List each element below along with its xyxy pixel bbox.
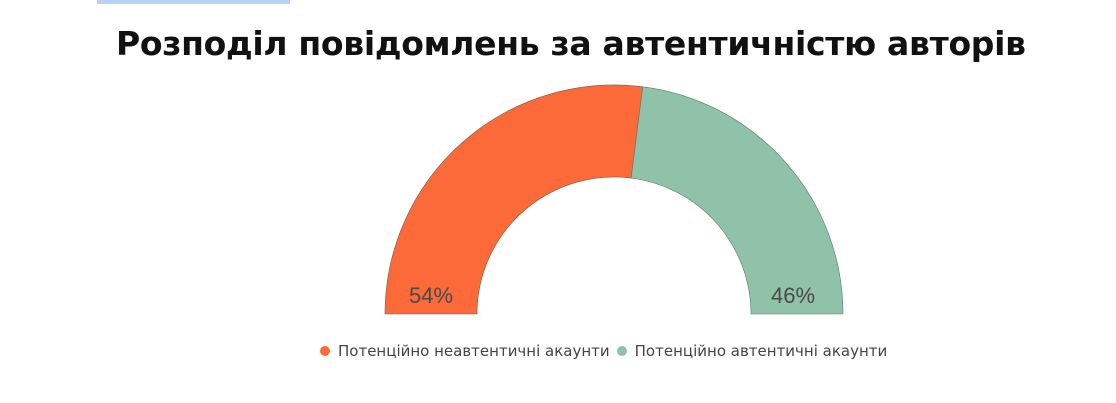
legend-dot-icon — [320, 346, 330, 356]
segment-label-authentic: 46% — [771, 283, 816, 308]
segment-inauthentic[interactable] — [384, 84, 644, 315]
top-accent-bar — [97, 0, 290, 4]
chart-legend: Потенційно неавтентичні акаунти Потенцій… — [320, 342, 894, 360]
legend-label: Потенційно автентичні акаунти — [634, 342, 888, 360]
segment-authentic[interactable] — [630, 86, 844, 315]
legend-label: Потенційно неавтентичні акаунти — [338, 342, 610, 360]
segment-label-inauthentic: 54% — [409, 283, 454, 308]
legend-item-authentic[interactable]: Потенційно автентичні акаунти — [616, 342, 888, 360]
legend-item-inauthentic[interactable]: Потенційно неавтентичні акаунти — [320, 342, 610, 360]
legend-dot-icon — [616, 346, 627, 356]
chart-title: Розподіл повідомлень за автентичністю ав… — [116, 24, 1026, 63]
